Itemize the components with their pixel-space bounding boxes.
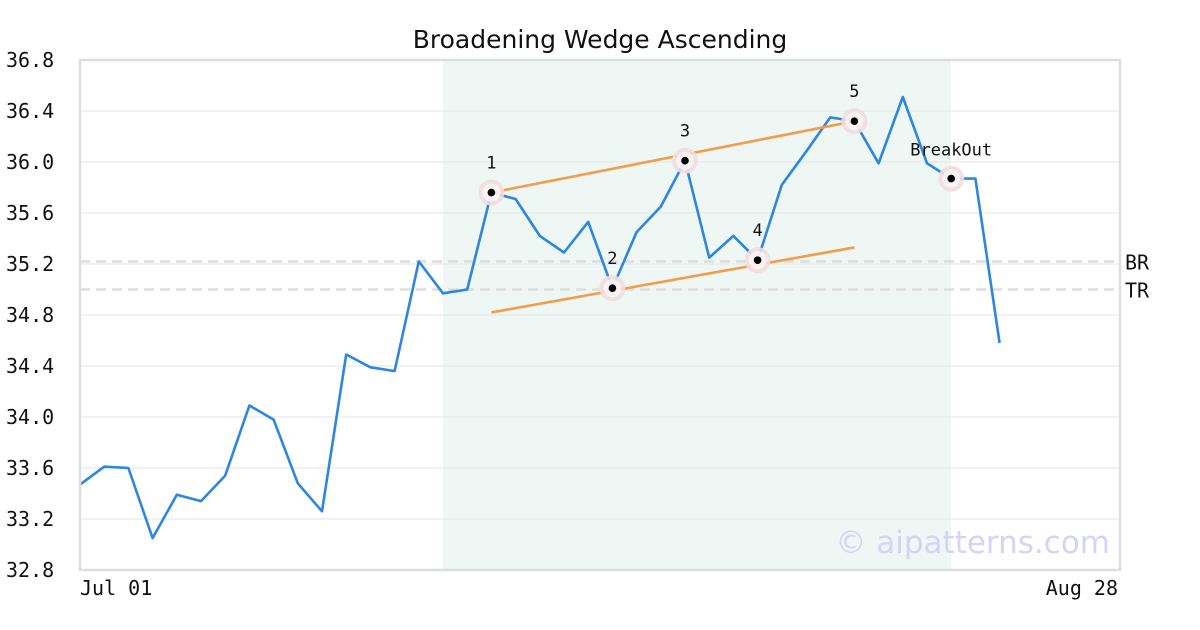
y-tick-label: 34.0: [6, 405, 54, 429]
y-tick-label: 36.4: [6, 99, 54, 123]
pivot-point: [487, 188, 496, 197]
pivot-label: BreakOut: [910, 141, 992, 161]
lower-trendline: [491, 246, 855, 314]
reference-label-tr: TR: [1125, 279, 1150, 303]
pivot-label: 5: [849, 82, 859, 102]
pivot-point: [681, 156, 689, 165]
y-tick-label: 35.2: [6, 252, 54, 276]
pivot-point: [850, 117, 859, 125]
plot-frame: [78, 58, 1122, 572]
y-tick-label: 33.6: [6, 456, 54, 480]
x-tick-label: Aug 28: [1046, 576, 1118, 600]
pivot-markers: 1 2 3 4 5 BreakOut: [478, 82, 992, 302]
pivot-label: 4: [752, 221, 762, 241]
pivot-point: [753, 256, 762, 264]
y-tick-label: 32.8: [6, 558, 54, 582]
reference-label-br: BR: [1125, 250, 1150, 274]
watermark: © aipatterns.com: [835, 525, 1110, 561]
pivot-label: 1: [486, 154, 496, 174]
pivot-point: [947, 174, 955, 183]
y-tick-label: 34.4: [6, 354, 54, 378]
y-tick-label: 36.8: [6, 48, 54, 72]
pivot-point: [608, 284, 617, 293]
pivot-label: 3: [680, 122, 690, 142]
y-tick-label: 33.2: [6, 507, 54, 531]
axes: 32.8 33.2 33.6 34.0 34.4 34.8 35.2 35.6 36.0 36.4…: [6, 48, 1122, 600]
pivot-label: 2: [607, 249, 617, 269]
y-tick-label: 36.0: [6, 150, 54, 174]
y-tick-label: 34.8: [6, 303, 54, 327]
y-tick-label: 35.6: [6, 201, 54, 225]
chart-title: Broadening Wedge Ascending: [413, 25, 788, 54]
x-tick-label: Jul 01: [80, 576, 152, 600]
